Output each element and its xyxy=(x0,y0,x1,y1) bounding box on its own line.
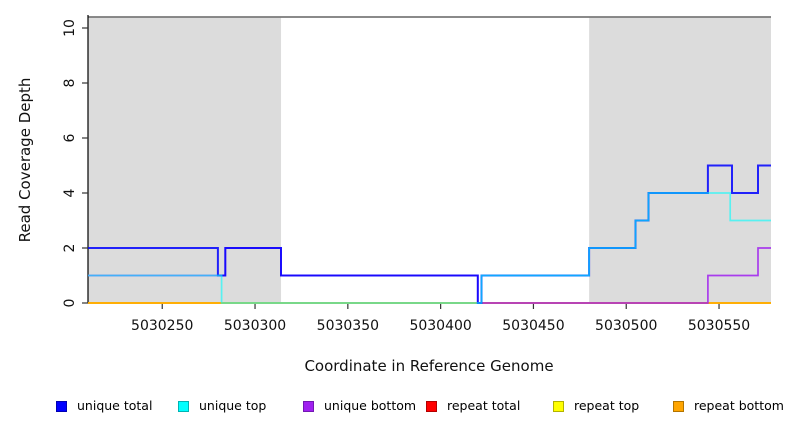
shaded-repeat-region xyxy=(589,17,771,303)
y-tick-label: 6 xyxy=(62,133,78,142)
legend-swatch-unique-top xyxy=(178,400,189,412)
x-tick-label: 5030250 xyxy=(131,318,193,334)
legend-item-unique-bottom: unique bottom xyxy=(303,396,416,416)
legend-swatch-repeat-bottom xyxy=(673,400,684,412)
plot-background xyxy=(88,16,771,303)
legend-item-unique-top: unique top xyxy=(178,396,266,416)
x-tick-label: 5030400 xyxy=(409,318,471,334)
y-tick-label: 10 xyxy=(62,19,78,37)
legend-item-repeat-bottom: repeat bottom xyxy=(673,396,784,416)
x-tick-label: 5030300 xyxy=(224,318,286,334)
y-tick-label: 0 xyxy=(62,299,78,308)
series-line-unique-top xyxy=(88,192,771,304)
x-axis-title: Coordinate in Reference Genome xyxy=(304,357,553,375)
legend-swatch-repeat-top xyxy=(553,400,564,412)
legend-label: unique total xyxy=(77,398,153,413)
legend-label: unique top xyxy=(199,398,267,413)
legend-item-unique-total: unique total xyxy=(56,396,152,416)
x-tick-label: 5030550 xyxy=(688,318,750,334)
y-tick-label: 8 xyxy=(62,79,78,88)
legend-swatch-repeat-total xyxy=(426,400,437,412)
y-axis-title: Read Coverage Depth xyxy=(16,78,34,243)
legend-swatch-unique-bottom xyxy=(303,400,314,412)
shaded-repeat-region xyxy=(88,17,282,303)
legend-item-repeat-top: repeat top xyxy=(553,396,639,416)
legend-label: unique bottom xyxy=(324,398,417,413)
legend-label: repeat top xyxy=(574,398,640,413)
plot-series xyxy=(88,164,771,304)
legend-swatch-unique-total xyxy=(56,400,67,412)
y-tick-label: 4 xyxy=(62,188,78,197)
legend: unique total unique top unique bottom repea… xyxy=(0,396,792,420)
legend-item-repeat-total: repeat total xyxy=(426,396,520,416)
x-tick-label: 5030350 xyxy=(317,318,379,334)
plot-axes: 0 2 4 6 8 10 5030250 5030300 5030350 5030400 50304… xyxy=(62,15,771,334)
y-tick-label: 2 xyxy=(62,244,78,253)
legend-label: repeat bottom xyxy=(694,398,784,413)
plot-svg: 0 2 4 6 8 10 5030250 5030300 5030350 5030400 50304… xyxy=(16,15,771,375)
legend-label: repeat total xyxy=(447,398,521,413)
x-tick-label: 5030500 xyxy=(595,318,657,334)
x-tick-label: 5030450 xyxy=(502,318,564,334)
